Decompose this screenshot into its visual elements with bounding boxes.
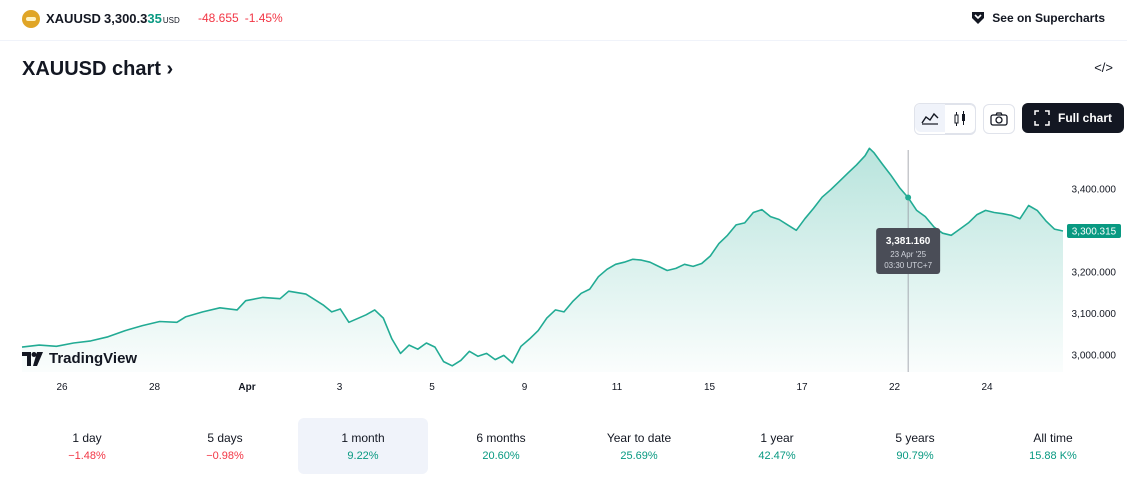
price-chart[interactable]: 26 28 Apr 3 5 9 11 15 17 22 24 3,000.000 3,100.000 3… bbox=[0, 140, 1127, 400]
period-change: 42.47% bbox=[758, 450, 796, 462]
chart-title: XAUUSD chart bbox=[22, 58, 161, 80]
period-label: Year to date bbox=[606, 431, 672, 445]
period-label: 5 days bbox=[207, 431, 243, 445]
period-change: 9.22% bbox=[347, 450, 379, 462]
candles-chart-button[interactable] bbox=[945, 104, 976, 134]
period-label: 6 months bbox=[476, 431, 526, 445]
tooltip-value: 3,381.160 bbox=[886, 236, 931, 247]
candles-icon bbox=[954, 111, 965, 126]
period-label: 5 years bbox=[895, 431, 935, 445]
last-value-label: 3,300.315 bbox=[1072, 227, 1117, 238]
symbol-header: XAUUSD 3,300.335USD -48.655 -1.45% See on… bbox=[0, 0, 1127, 41]
price-main: 3,300.3 bbox=[104, 11, 148, 26]
period-1-year[interactable]: 1 year 42.47% bbox=[712, 418, 842, 474]
x-tick-label: 11 bbox=[612, 382, 623, 393]
price-change: -48.655 -1.45% bbox=[198, 11, 289, 25]
supercharts-icon bbox=[972, 12, 985, 24]
currency-label: USD bbox=[162, 16, 180, 25]
x-tick-label: 28 bbox=[149, 382, 161, 393]
price-area-fill bbox=[22, 148, 1063, 372]
period-change: 15.88 K% bbox=[1029, 450, 1077, 462]
period-year-to-date[interactable]: Year to date 25.69% bbox=[574, 418, 704, 474]
y-tick-label: 3,000.000 bbox=[1072, 350, 1117, 361]
crosshair-point bbox=[905, 194, 912, 201]
period-1-month[interactable]: 1 month 9.22% bbox=[298, 418, 428, 474]
tradingview-logo: TradingView bbox=[22, 350, 137, 367]
brand-name: TradingView bbox=[49, 350, 138, 367]
period-label: 1 month bbox=[341, 431, 385, 445]
x-tick-label: 3 bbox=[337, 382, 343, 393]
period-5-years[interactable]: 5 years 90.79% bbox=[850, 418, 980, 474]
full-chart-label: Full chart bbox=[1057, 111, 1112, 125]
full-chart-button[interactable]: Full chart bbox=[1022, 103, 1124, 133]
period-change: 90.79% bbox=[896, 450, 934, 462]
change-pct: -1.45% bbox=[244, 11, 283, 25]
embed-code-button[interactable]: </> bbox=[1094, 60, 1113, 75]
area-chart-button[interactable] bbox=[915, 104, 945, 132]
period-5-days[interactable]: 5 days −0.98% bbox=[160, 418, 290, 474]
period-change: −0.98% bbox=[206, 450, 244, 462]
period-1-day[interactable]: 1 day −1.48% bbox=[22, 418, 152, 474]
tooltip-date: 23 Apr '25 bbox=[890, 250, 926, 259]
see-on-supercharts-link[interactable]: See on Supercharts bbox=[970, 10, 1105, 26]
camera-icon bbox=[990, 112, 1008, 126]
x-tick-label: 17 bbox=[796, 382, 808, 393]
period-label: 1 day bbox=[72, 431, 102, 445]
gold-logo-icon bbox=[22, 10, 40, 28]
y-tick-label: 3,400.000 bbox=[1072, 185, 1117, 196]
last-price: 3,300.335USD bbox=[104, 11, 180, 26]
symbol-name[interactable]: XAUUSD bbox=[46, 11, 101, 26]
period-label: 1 year bbox=[760, 431, 794, 445]
period-all-time[interactable]: All time 15.88 K% bbox=[988, 418, 1118, 474]
period-change: 20.60% bbox=[482, 450, 520, 462]
supercharts-label: See on Supercharts bbox=[992, 11, 1105, 25]
chevron-right-icon: › bbox=[166, 58, 174, 80]
period-selector: 1 day −1.48% 5 days −0.98% 1 month 9.22% 6 mon… bbox=[22, 418, 1127, 474]
period-6-months[interactable]: 6 months 20.60% bbox=[436, 418, 566, 474]
price-line bbox=[21, 147, 1064, 367]
x-tick-label: 15 bbox=[704, 382, 716, 393]
x-tick-label: 24 bbox=[981, 382, 993, 393]
snapshot-button[interactable] bbox=[983, 104, 1015, 134]
last-value-badge bbox=[1067, 224, 1121, 239]
tooltip-time: 03:30 UTC+7 bbox=[884, 261, 932, 270]
x-tick-label: 26 bbox=[56, 382, 68, 393]
change-abs: -48.655 bbox=[198, 11, 239, 25]
y-tick-label: 3,200.000 bbox=[1072, 268, 1117, 279]
period-change: −1.48% bbox=[68, 450, 106, 462]
chart-title-link[interactable]: XAUUSD chart › bbox=[22, 58, 173, 81]
price-last-digits: 35 bbox=[147, 11, 162, 26]
x-tick-label: 9 bbox=[522, 382, 528, 393]
tooltip-box bbox=[876, 228, 941, 274]
area-chart-icon bbox=[921, 112, 939, 125]
x-tick-label: 22 bbox=[889, 382, 901, 393]
x-tick-label: Apr bbox=[238, 382, 255, 393]
period-label: All time bbox=[1033, 431, 1073, 445]
tradingview-logo-icon bbox=[22, 351, 43, 366]
period-change: 25.69% bbox=[620, 450, 658, 462]
y-tick-label: 3,100.000 bbox=[1072, 309, 1117, 320]
x-tick-label: 5 bbox=[429, 382, 435, 393]
fullscreen-icon bbox=[1034, 110, 1050, 126]
